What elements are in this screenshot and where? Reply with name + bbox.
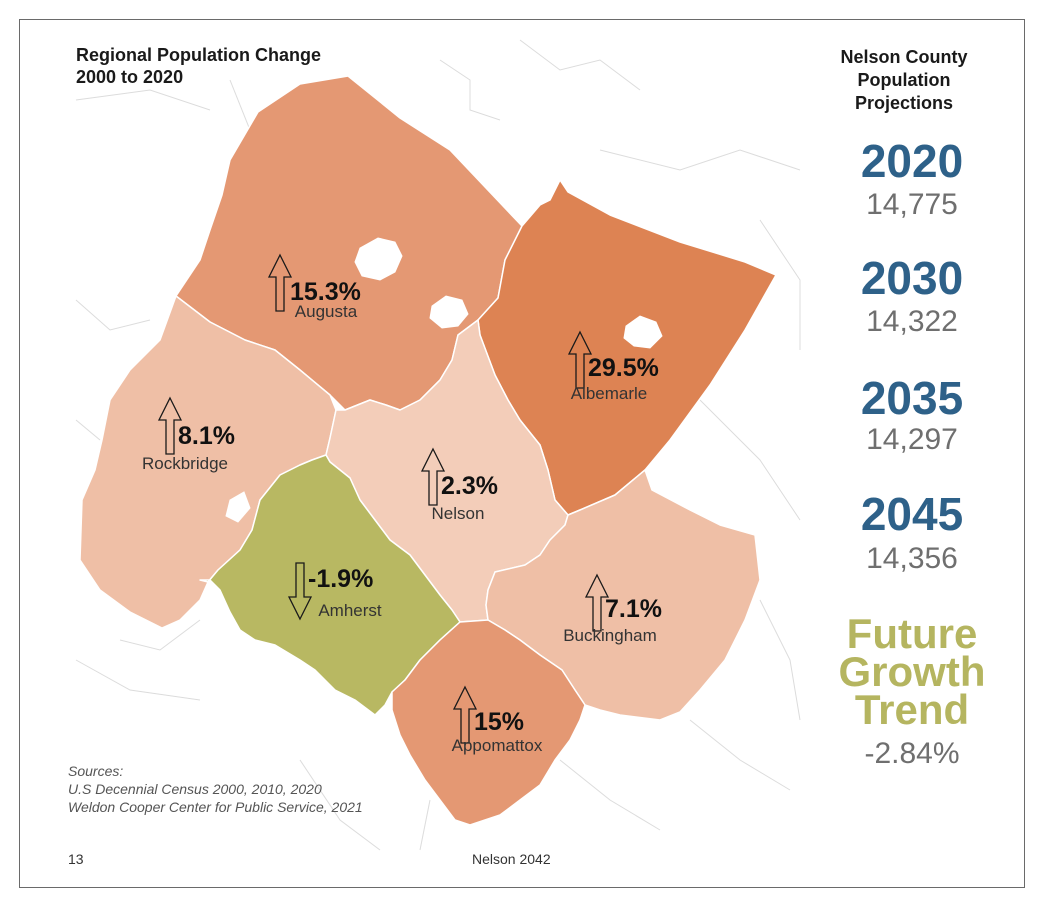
arrow-up-icon-albemarle [567, 330, 593, 389]
projection-year-2045: 2045 [860, 488, 964, 540]
county-name-nelson: Nelson [432, 504, 485, 523]
future-growth-trend-value: -2.84% [864, 737, 960, 770]
arrow-up-icon-rockbridge [157, 396, 183, 455]
county-change-buckingham: 7.1% [605, 595, 662, 623]
county-change-rockbridge: 8.1% [178, 422, 235, 450]
future-line1: Future [846, 610, 978, 657]
arrow-up-icon-augusta [267, 253, 293, 312]
projections-heading: Nelson County Population Projections [812, 46, 996, 115]
county-name-albemarle: Albemarle [571, 384, 648, 403]
county-name-rockbridge: Rockbridge [142, 454, 228, 473]
projection-value-2035: 14,297 [866, 423, 958, 456]
background-lines [75, 39, 801, 851]
future-line2: Growth [838, 648, 986, 695]
county-markers: 15.3%Augusta 29.5% Albemarle 8.1% Rockbridge… [142, 253, 662, 755]
sources-line1: U.S Decennial Census 2000, 2010, 2020 [68, 781, 322, 797]
city-enclave-waynesboro [429, 295, 469, 329]
county-name-appomattox: Appomattox [452, 736, 543, 755]
sources-line2: Weldon Cooper Center for Public Service,… [68, 799, 363, 815]
county-change-augusta: 15.3% [290, 278, 361, 306]
future-line3: Trend [854, 686, 970, 733]
projections-heading-line2: Population [857, 70, 951, 90]
map-title-line2: 2000 to 2020 [76, 67, 184, 87]
county-amherst [199, 454, 461, 716]
page-number: 13 [68, 851, 84, 867]
projections-heading-line1: Nelson County [840, 47, 968, 67]
footer-document-title: Nelson 2042 [472, 851, 551, 867]
projection-year-2035: 2035 [860, 372, 964, 424]
city-enclave-charlottesville [623, 315, 663, 349]
county-change-nelson: 2.3% [441, 472, 498, 500]
projection-year-2030: 2030 [860, 252, 964, 304]
arrow-up-icon-nelson [420, 447, 446, 506]
city-enclave-staunton [354, 237, 403, 281]
county-appomattox [391, 619, 586, 826]
independent-cities [225, 237, 663, 523]
county-change-amherst: -1.9% [308, 565, 373, 593]
projection-year-2020: 2020 [860, 135, 964, 187]
arrow-up-icon-buckingham [584, 573, 610, 632]
city-enclave-lexington [225, 491, 251, 523]
map-title: Regional Population Change 2000 to 2020 [76, 44, 321, 88]
projection-value-2045: 14,356 [866, 542, 958, 575]
arrow-up-icon-appomattox [452, 685, 478, 744]
county-change-appomattox: 15% [474, 708, 524, 736]
counties [79, 75, 777, 826]
county-name-augusta: Augusta [295, 302, 358, 321]
projections-heading-line3: Projections [854, 93, 954, 113]
county-name-buckingham: Buckingham [563, 626, 657, 645]
future-growth-trend-label: Future Growth Trend [812, 610, 1012, 733]
county-name-amherst: Amherst [318, 601, 382, 620]
county-buckingham [485, 469, 761, 721]
sources-label: Sources: [68, 763, 124, 779]
projection-value-2020: 14,775 [866, 188, 958, 221]
sources: Sources: U.S Decennial Census 2000, 2010… [68, 762, 363, 816]
arrow-down-icon-amherst [287, 562, 313, 621]
map-title-line1: Regional Population Change [76, 45, 322, 65]
county-change-albemarle: 29.5% [588, 354, 659, 382]
projection-value-2030: 14,322 [866, 305, 958, 338]
